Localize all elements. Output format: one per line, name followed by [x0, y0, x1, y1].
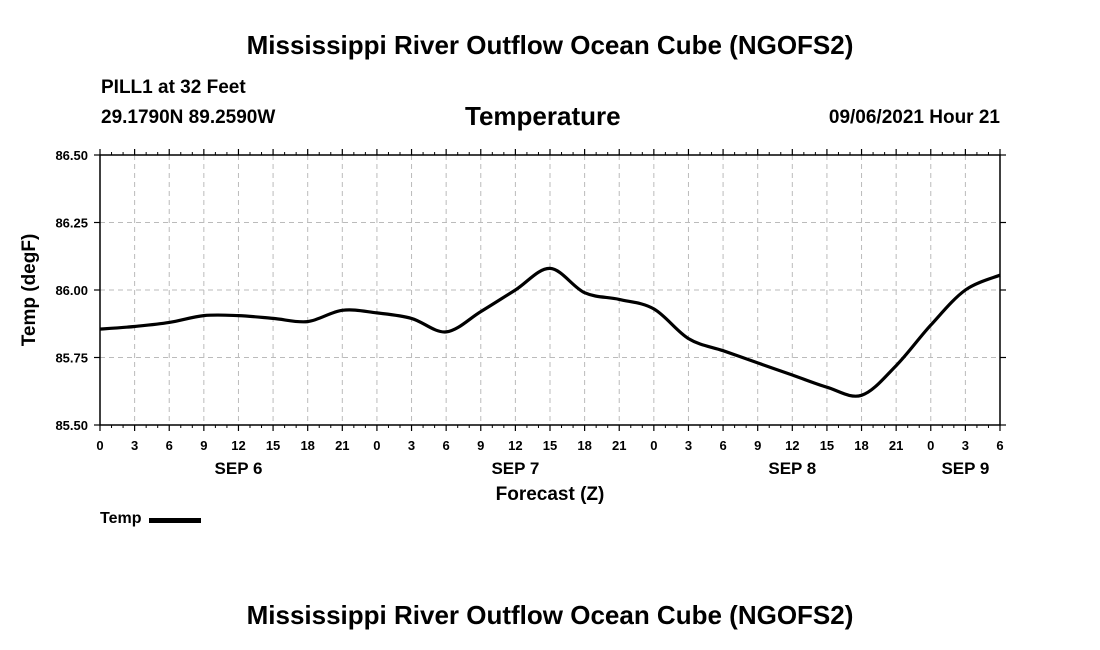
x-tick-label: 9 — [200, 438, 207, 453]
x-tick-label: 0 — [927, 438, 934, 453]
x-tick-label: 9 — [477, 438, 484, 453]
x-tick-label: 3 — [685, 438, 692, 453]
x-tick-label: 12 — [785, 438, 799, 453]
legend-line-swatch — [149, 517, 202, 523]
y-tick-label: 86.00 — [55, 283, 88, 298]
x-tick-label: 6 — [719, 438, 726, 453]
x-date-label: SEP 7 — [491, 459, 539, 478]
legend: Temp — [100, 510, 202, 528]
y-tick-label: 86.25 — [55, 216, 88, 231]
x-tick-label: 21 — [335, 438, 349, 453]
x-tick-label: 15 — [543, 438, 557, 453]
x-tick-label: 12 — [231, 438, 245, 453]
x-tick-label: 12 — [508, 438, 522, 453]
x-date-label: SEP 8 — [768, 459, 816, 478]
x-date-label: SEP 6 — [215, 459, 263, 478]
x-tick-label: 15 — [266, 438, 280, 453]
plot-frame — [99, 154, 1001, 426]
x-tick-label: 6 — [443, 438, 450, 453]
x-axis-title: Forecast (Z) — [496, 484, 605, 505]
x-tick-label: 0 — [96, 438, 103, 453]
y-axis-title: Temp (degF) — [19, 234, 40, 347]
x-tick-label: 18 — [854, 438, 868, 453]
forecast-datetime: 09/06/2021 Hour 21 — [828, 107, 1000, 128]
station-coordinates: 29.1790N 89.2590W — [101, 107, 276, 128]
x-tick-label: 0 — [650, 438, 657, 453]
y-tick-label: 85.75 — [55, 351, 88, 366]
x-tick-label: 0 — [373, 438, 380, 453]
series-line-temp — [99, 266, 1001, 398]
chart-title: Mississippi River Outflow Ocean Cube (NG… — [246, 30, 854, 60]
x-tick-label: 6 — [996, 438, 1003, 453]
y-tick-label: 86.50 — [55, 148, 88, 163]
x-tick-label: 9 — [754, 438, 761, 453]
legend-label: Temp — [100, 510, 142, 527]
x-date-label: SEP 9 — [941, 459, 989, 478]
variable-title: Temperature — [465, 101, 621, 131]
x-tick-label: 3 — [408, 438, 415, 453]
x-tick-label: 6 — [166, 438, 173, 453]
y-tick-label: 85.50 — [55, 418, 88, 433]
x-tick-label: 3 — [131, 438, 138, 453]
x-tick-label: 21 — [612, 438, 626, 453]
x-tick-label: 18 — [300, 438, 314, 453]
footer-title: Mississippi River Outflow Ocean Cube (NG… — [246, 600, 854, 630]
x-tick-label: 18 — [577, 438, 591, 453]
x-tick-label: 3 — [962, 438, 969, 453]
x-tick-label: 21 — [889, 438, 903, 453]
station-label: PILL1 at 32 Feet — [101, 77, 246, 98]
x-tick-label: 15 — [820, 438, 834, 453]
